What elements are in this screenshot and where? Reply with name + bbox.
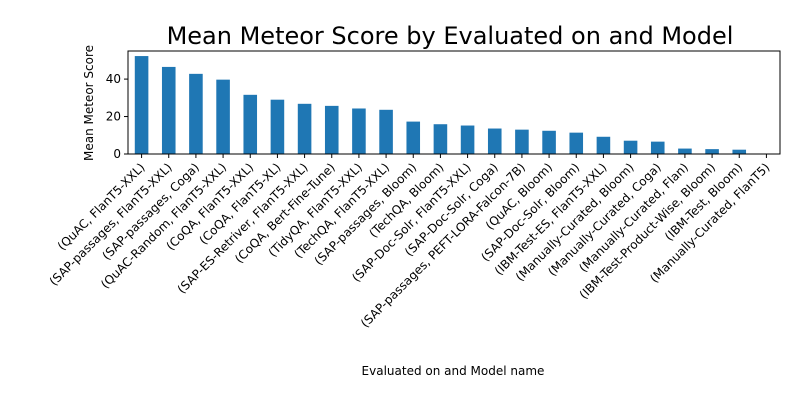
bar [243,94,258,154]
bar [161,66,176,154]
bar [324,105,339,154]
bar [515,129,529,154]
bar [569,132,584,154]
bar [623,140,638,154]
bar [189,73,203,154]
bar [732,149,747,154]
bar [433,124,448,154]
x-axis-ticks: (QuAC, FlanT5-XXL)(SAP-passages, FlanT5-… [47,154,773,330]
bar [379,109,393,154]
bars-layer [134,56,747,155]
y-axis-ticks: 0 20 40 [106,72,128,161]
axes-frame [127,50,781,155]
bar [487,128,502,154]
y-axis-label: Mean Meteor Score [82,45,96,161]
bar [460,125,475,154]
x-axis-label: Evaluated on and Model name [362,364,545,378]
plot-frame [127,50,781,155]
bar [270,99,285,154]
bar [678,148,692,154]
y-tick-label: 0 [113,147,121,161]
bar [216,79,230,154]
y-tick-label: 40 [106,72,121,86]
bar [297,103,312,154]
bar [705,149,719,154]
bar [650,141,665,154]
bar [352,108,366,154]
y-tick-label: 20 [106,110,121,124]
chart-title: Mean Meteor Score by Evaluated on and Mo… [167,22,734,50]
bar [406,121,421,154]
bar [542,130,556,154]
bar [596,136,611,154]
bar [134,56,149,155]
